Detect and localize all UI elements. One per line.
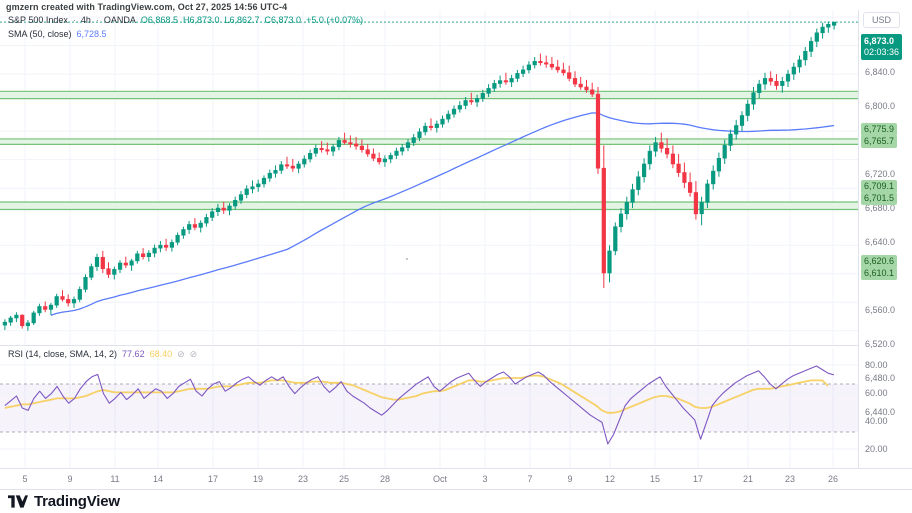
price-axis-tick: 6,560.0 xyxy=(865,305,896,315)
legend-sma-row[interactable]: SMA (50, close) 6,728.5 xyxy=(8,28,363,40)
legend-close: C6,873.0 xyxy=(264,15,302,25)
crosshair-center-dot xyxy=(406,258,408,260)
zone-price-badge[interactable]: 6,701.5 xyxy=(861,192,898,205)
zone-price-badge[interactable]: 6,620.6 xyxy=(861,255,898,268)
legend-sma-label: SMA (50, close) xyxy=(8,29,72,39)
rsi-axis-tick: 20.00 xyxy=(865,444,888,454)
tradingview-wordmark: TradingView xyxy=(34,493,120,510)
price-axis-tick: 6,800.0 xyxy=(865,101,896,111)
time-axis-tick: 11 xyxy=(110,474,120,484)
pane-divider-bottom xyxy=(0,468,912,469)
price-axis-tick: 6,480.0 xyxy=(865,373,896,383)
time-axis-tick: 17 xyxy=(207,474,219,484)
time-axis-tick: 21 xyxy=(742,474,754,484)
rsi-sma-value: 68.40 xyxy=(149,349,173,359)
price-axis-tick: 6,680.0 xyxy=(865,203,896,213)
time-axis-tick: 26 xyxy=(827,474,839,484)
price-axis[interactable]: USD 6,880.06,840.06,800.06,720.06,680.06… xyxy=(858,10,912,468)
price-axis-tick: 6,440.0 xyxy=(865,407,896,417)
rsi-axis-tick: 40.00 xyxy=(865,416,888,426)
zone-price-badge[interactable]: 6,610.1 xyxy=(861,267,898,280)
time-axis-tick: 14 xyxy=(152,474,164,484)
chart-legend: S&P 500 Index · 4h · OANDA O6,868.5 H6,8… xyxy=(8,14,363,40)
zone-price-badge[interactable]: 6,775.9 xyxy=(861,123,898,136)
price-axis-tick: 6,840.0 xyxy=(865,67,896,77)
time-axis-tick: 15 xyxy=(649,474,661,484)
legend-symbol-row[interactable]: S&P 500 Index · 4h · OANDA O6,868.5 H6,8… xyxy=(8,14,363,26)
zone-price-badge[interactable]: 6,709.1 xyxy=(861,180,898,193)
time-axis-tick: 19 xyxy=(252,474,264,484)
time-axis-tick: 28 xyxy=(379,474,391,484)
rsi-legend-row[interactable]: RSI (14, close, SMA, 14, 2) 77.62 68.40 … xyxy=(8,348,197,360)
time-axis-tick: 9 xyxy=(67,474,73,484)
rsi-legend: RSI (14, close, SMA, 14, 2) 77.62 68.40 … xyxy=(8,348,197,360)
tradingview-logo[interactable]: TradingView xyxy=(8,493,120,510)
time-axis-tick: 7 xyxy=(527,474,533,484)
settings-icon[interactable]: ⊘ xyxy=(189,349,198,359)
time-axis-tick: 9 xyxy=(567,474,573,484)
price-axis-tick: 6,520.0 xyxy=(865,339,896,349)
time-axis-tick: 25 xyxy=(338,474,350,484)
pane-divider-top[interactable] xyxy=(0,345,912,346)
rsi-value: 77.62 xyxy=(122,349,145,359)
footer-bar: TradingView xyxy=(0,489,912,513)
zone-price-badge[interactable]: 6,765.7 xyxy=(861,135,898,148)
bar-countdown: 02:03:36 xyxy=(864,47,900,57)
legend-interval[interactable]: 4h xyxy=(80,15,91,25)
legend-sep-2: · xyxy=(95,15,99,25)
legend-low: L6,862.7 xyxy=(224,15,260,25)
last-price-value: 6,873.0 xyxy=(864,36,895,46)
legend-sep-1: · xyxy=(72,15,76,25)
tradingview-mark-icon xyxy=(8,495,28,508)
time-axis-tick: 23 xyxy=(784,474,796,484)
rsi-chart-pane[interactable] xyxy=(0,348,858,468)
price-chart-pane[interactable] xyxy=(0,10,858,345)
time-axis-tick: 5 xyxy=(22,474,28,484)
eye-icon[interactable]: ⊘ xyxy=(177,349,185,359)
last-price-badge[interactable]: 6,873.0 02:03:36 xyxy=(861,34,903,60)
time-axis-tick: Oct xyxy=(432,474,448,484)
time-axis-tick: 17 xyxy=(692,474,704,484)
time-axis-tick: 23 xyxy=(297,474,309,484)
currency-label: USD xyxy=(863,12,901,28)
legend-exchange: OANDA xyxy=(103,15,136,25)
rsi-axis-tick: 60.00 xyxy=(865,388,888,398)
legend-high: H6,873.0 xyxy=(182,15,220,25)
legend-symbol[interactable]: S&P 500 Index xyxy=(8,15,68,25)
legend-open: O6,868.5 xyxy=(140,15,178,25)
time-axis[interactable]: 5 9 11 14 17 19 23 25 28 Oct 3 7 9 12 15 17 21 23 26 xyxy=(0,469,858,489)
price-axis-tick: 6,720.0 xyxy=(865,169,896,179)
time-axis-tick: 3 xyxy=(482,474,488,484)
attribution-watermark: gmzern created with TradingView.com, Oct… xyxy=(6,2,288,12)
time-axis-tick: 12 xyxy=(604,474,616,484)
rsi-title[interactable]: RSI (14, close, SMA, 14, 2) xyxy=(8,349,118,359)
legend-change: +5.0 (+0.07%) xyxy=(306,15,364,25)
price-axis-tick: 6,640.0 xyxy=(865,237,896,247)
legend-sma-value: 6,728.5 xyxy=(76,29,107,39)
rsi-axis-tick: 80.00 xyxy=(865,360,888,370)
